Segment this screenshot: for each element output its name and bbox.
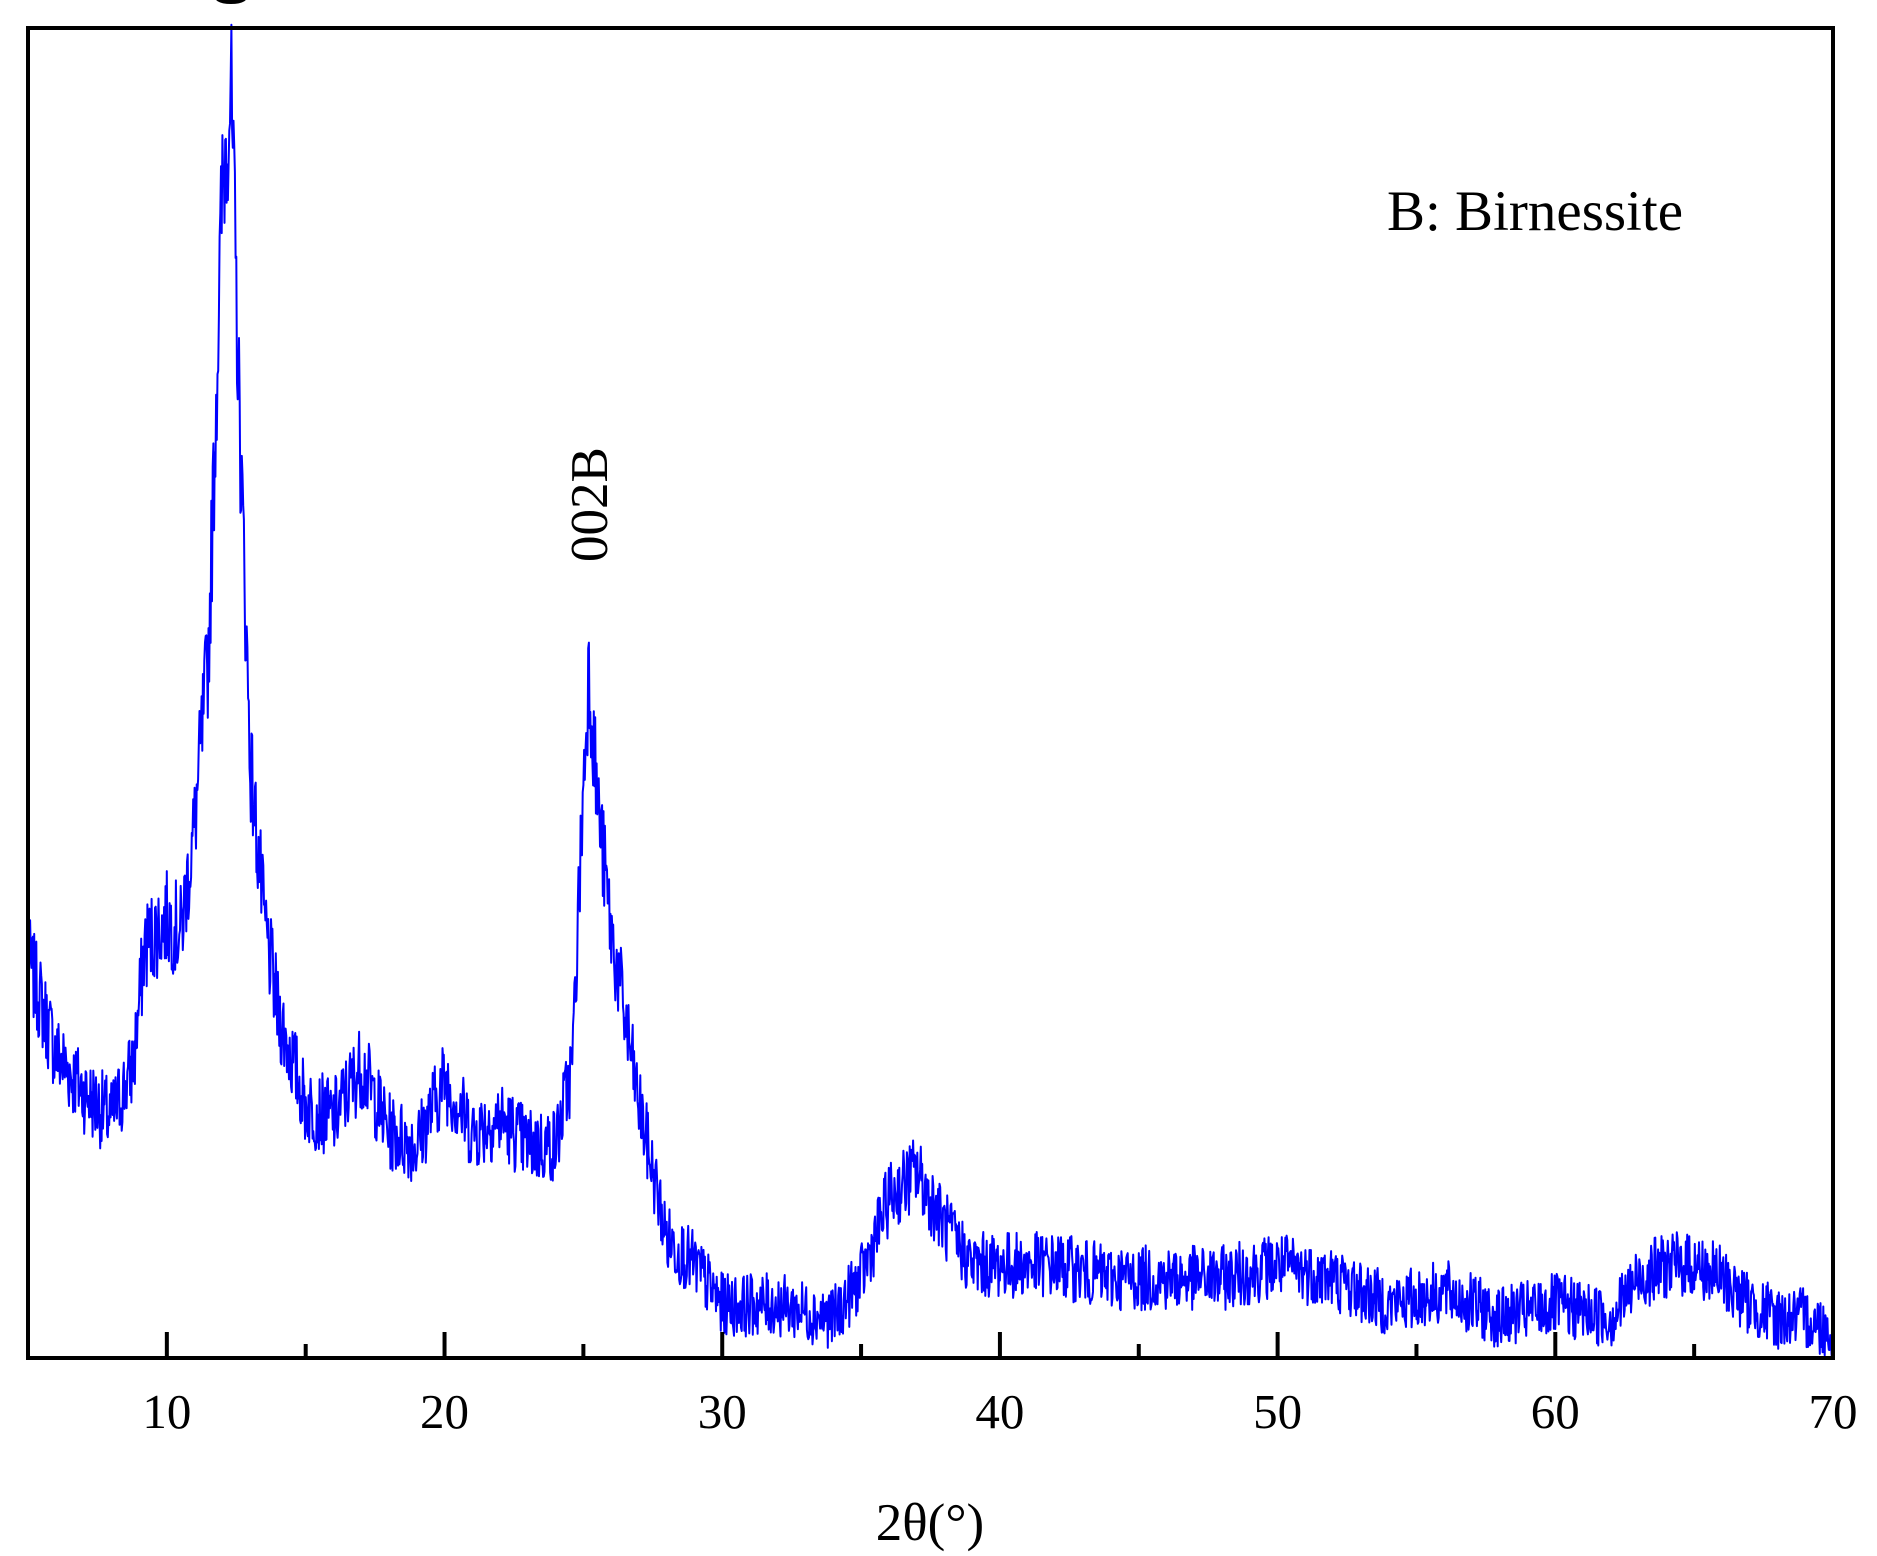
x-tick-label: 40: [975, 1384, 1024, 1439]
x-axis: [164, 1332, 1835, 1358]
x-tick-label: 70: [1809, 1384, 1858, 1439]
peak-annotations: 001B 002B: [203, 0, 619, 562]
x-tick-label: 30: [698, 1384, 747, 1439]
x-axis-title: 2θ(°): [876, 1494, 984, 1552]
x-tick-label: 60: [1531, 1384, 1580, 1439]
x-tick-label: 50: [1253, 1384, 1302, 1439]
peak-label: 002B: [561, 447, 619, 562]
x-tick-label: 10: [142, 1384, 191, 1439]
legend-note: B: Birnessite: [1387, 180, 1683, 243]
series-line: [27, 23, 1834, 1357]
peak-label: 001B: [203, 0, 261, 6]
plot-frame: [26, 26, 1835, 1360]
plot-area: [27, 23, 1834, 1357]
x-tick-labels: 10 20 30 40 50 60 70: [142, 1384, 1857, 1439]
x-tick-label: 20: [420, 1384, 469, 1439]
